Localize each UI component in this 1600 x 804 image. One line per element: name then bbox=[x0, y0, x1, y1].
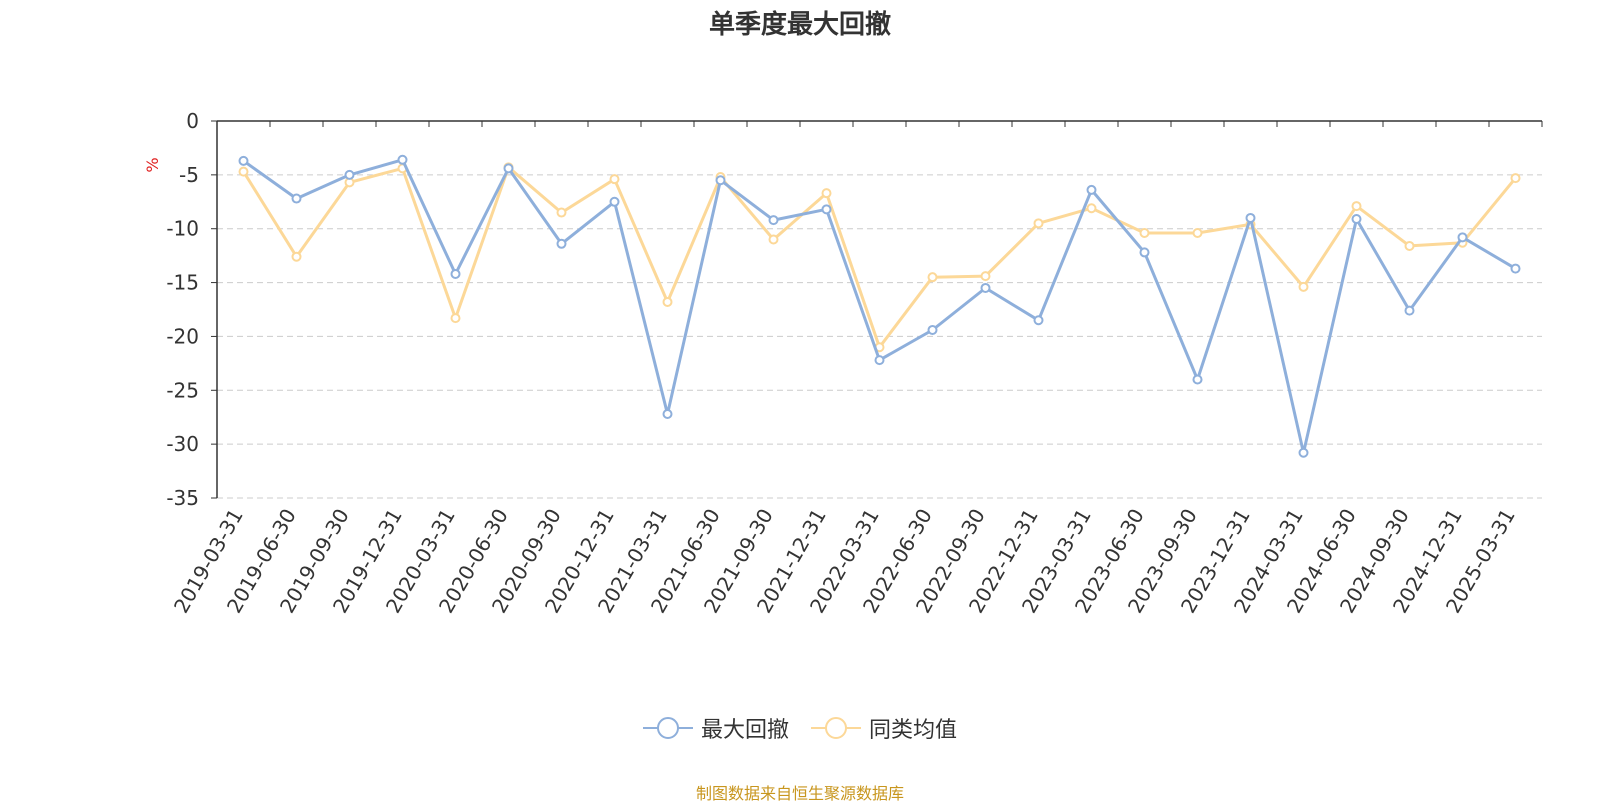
data-point[interactable] bbox=[821, 204, 832, 215]
data-point[interactable] bbox=[1033, 315, 1044, 326]
series-line bbox=[242, 165, 1517, 349]
x-tick-labels: 2019-03-312019-06-302019-09-302019-12-31… bbox=[169, 505, 1520, 618]
legend-symbol-max-drawdown bbox=[642, 717, 693, 739]
data-point[interactable] bbox=[291, 251, 302, 262]
y-tick-label: -20 bbox=[166, 324, 199, 348]
data-point[interactable] bbox=[1298, 447, 1309, 458]
y-tick-labels: 0 -5 -10 -15 -20 -25 -30 -35 bbox=[166, 109, 199, 510]
data-point[interactable] bbox=[1086, 184, 1097, 195]
data-point[interactable] bbox=[768, 215, 779, 226]
data-point[interactable] bbox=[556, 238, 567, 249]
data-point[interactable] bbox=[1139, 228, 1150, 239]
grid-lines bbox=[217, 174, 1542, 499]
data-point[interactable] bbox=[1351, 214, 1362, 225]
chart-title: 单季度最大回撤 bbox=[708, 10, 891, 40]
y-tick-label: -30 bbox=[166, 432, 199, 456]
source-note: 制图数据来自恒生聚源数据库 bbox=[695, 784, 904, 803]
data-point[interactable] bbox=[1245, 212, 1256, 223]
data-point[interactable] bbox=[609, 174, 620, 185]
data-point[interactable] bbox=[1139, 247, 1150, 258]
y-tick-label: -35 bbox=[166, 486, 199, 510]
y-tick-label: 0 bbox=[186, 109, 199, 133]
data-point[interactable] bbox=[821, 188, 832, 199]
series bbox=[238, 154, 1521, 458]
data-point[interactable] bbox=[980, 282, 991, 293]
legend-label-max-drawdown: 最大回撤 bbox=[700, 718, 789, 743]
data-point[interactable] bbox=[238, 166, 249, 177]
data-point[interactable] bbox=[1404, 305, 1415, 316]
data-point[interactable] bbox=[1351, 201, 1362, 212]
data-point[interactable] bbox=[291, 193, 302, 204]
data-point[interactable] bbox=[874, 355, 885, 366]
series-1 bbox=[238, 162, 1521, 353]
data-point[interactable] bbox=[1192, 228, 1203, 239]
series-0 bbox=[238, 154, 1521, 458]
data-point[interactable] bbox=[662, 296, 673, 307]
data-point[interactable] bbox=[397, 154, 408, 165]
data-point[interactable] bbox=[609, 196, 620, 207]
data-point[interactable] bbox=[1510, 263, 1521, 274]
legend-item-peer-average[interactable]: 同类均值 bbox=[811, 712, 957, 744]
y-tick-label: -5 bbox=[179, 163, 199, 187]
legend-item-max-drawdown[interactable]: 最大回撤 bbox=[642, 712, 789, 744]
y-tick-label: -25 bbox=[166, 378, 199, 402]
data-point[interactable] bbox=[503, 163, 514, 174]
data-point[interactable] bbox=[450, 313, 461, 324]
axes bbox=[211, 120, 1543, 499]
legend: 最大回撤 同类均值 bbox=[0, 712, 1600, 744]
series-line bbox=[242, 158, 1517, 455]
data-point[interactable] bbox=[238, 155, 249, 166]
data-point[interactable] bbox=[1086, 203, 1097, 214]
legend-symbol-peer-average bbox=[811, 717, 861, 739]
data-point[interactable] bbox=[927, 272, 938, 283]
data-point[interactable] bbox=[927, 324, 938, 335]
data-point[interactable] bbox=[344, 169, 355, 180]
data-point[interactable] bbox=[556, 207, 567, 218]
data-point[interactable] bbox=[1033, 218, 1044, 229]
data-point[interactable] bbox=[1298, 281, 1309, 292]
y-tick-label: -15 bbox=[166, 271, 199, 295]
data-point[interactable] bbox=[715, 175, 726, 186]
y-axis-label: % bbox=[143, 157, 162, 172]
data-point[interactable] bbox=[1192, 374, 1203, 385]
y-tick-label: -10 bbox=[166, 217, 199, 241]
data-point[interactable] bbox=[768, 234, 779, 245]
data-point[interactable] bbox=[980, 271, 991, 282]
data-point[interactable] bbox=[1404, 240, 1415, 251]
legend-label-peer-average: 同类均值 bbox=[869, 718, 958, 743]
data-point[interactable] bbox=[1457, 232, 1468, 243]
data-point[interactable] bbox=[662, 408, 673, 419]
data-point[interactable] bbox=[450, 268, 461, 279]
data-point[interactable] bbox=[1510, 173, 1521, 184]
